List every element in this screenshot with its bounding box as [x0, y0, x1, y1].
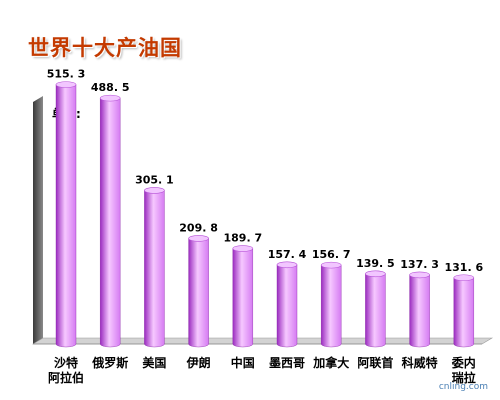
- bar: [188, 238, 209, 348]
- value-label: 137. 3: [400, 258, 439, 271]
- watermark: cnling.com: [438, 382, 488, 392]
- bar-top: [144, 187, 165, 194]
- bar: [144, 190, 165, 348]
- value-label: 156. 7: [312, 248, 351, 261]
- value-label: 157. 4: [268, 248, 307, 261]
- bar: [453, 277, 474, 348]
- category-label: 阿联首: [357, 355, 393, 370]
- bar-top: [232, 245, 254, 252]
- value-label: 189. 7: [223, 232, 262, 245]
- bar-top: [99, 94, 121, 102]
- category-label: 沙特: [54, 355, 78, 370]
- category-label: 科威特: [402, 355, 438, 370]
- chart-back-wall: [33, 96, 43, 344]
- bar-top: [276, 261, 298, 269]
- bar: [276, 264, 298, 348]
- bar-top: [55, 81, 77, 88]
- bar: [100, 97, 121, 348]
- value-label: 515. 3: [47, 68, 86, 81]
- bar-top: [320, 261, 342, 269]
- chart-title: 世界十大产油国: [28, 36, 182, 60]
- bar-top: [365, 270, 386, 278]
- category-label: 阿拉伯: [48, 370, 84, 385]
- bar: [321, 264, 342, 348]
- bar: [55, 84, 77, 348]
- value-label: 209. 8: [179, 221, 218, 234]
- category-label: 俄罗斯: [91, 355, 128, 370]
- category-label: 美国: [142, 355, 166, 370]
- value-label: 305. 1: [135, 173, 174, 186]
- bar: [365, 273, 386, 348]
- bar-top: [188, 235, 209, 242]
- bar-top: [453, 274, 475, 282]
- value-label: 139. 5: [356, 257, 395, 270]
- bar: [409, 274, 430, 348]
- value-label: 131. 6: [444, 261, 483, 274]
- category-label: 中国: [231, 355, 255, 370]
- category-label: 伊朗: [186, 355, 211, 370]
- bar-top: [409, 271, 430, 279]
- category-label: 瑞拉: [452, 370, 476, 385]
- category-label: 加拿大: [312, 355, 349, 370]
- bar: [232, 248, 253, 348]
- value-label: 488. 5: [91, 81, 130, 94]
- category-label: 委内: [451, 355, 476, 370]
- category-label: 墨西哥: [269, 356, 305, 370]
